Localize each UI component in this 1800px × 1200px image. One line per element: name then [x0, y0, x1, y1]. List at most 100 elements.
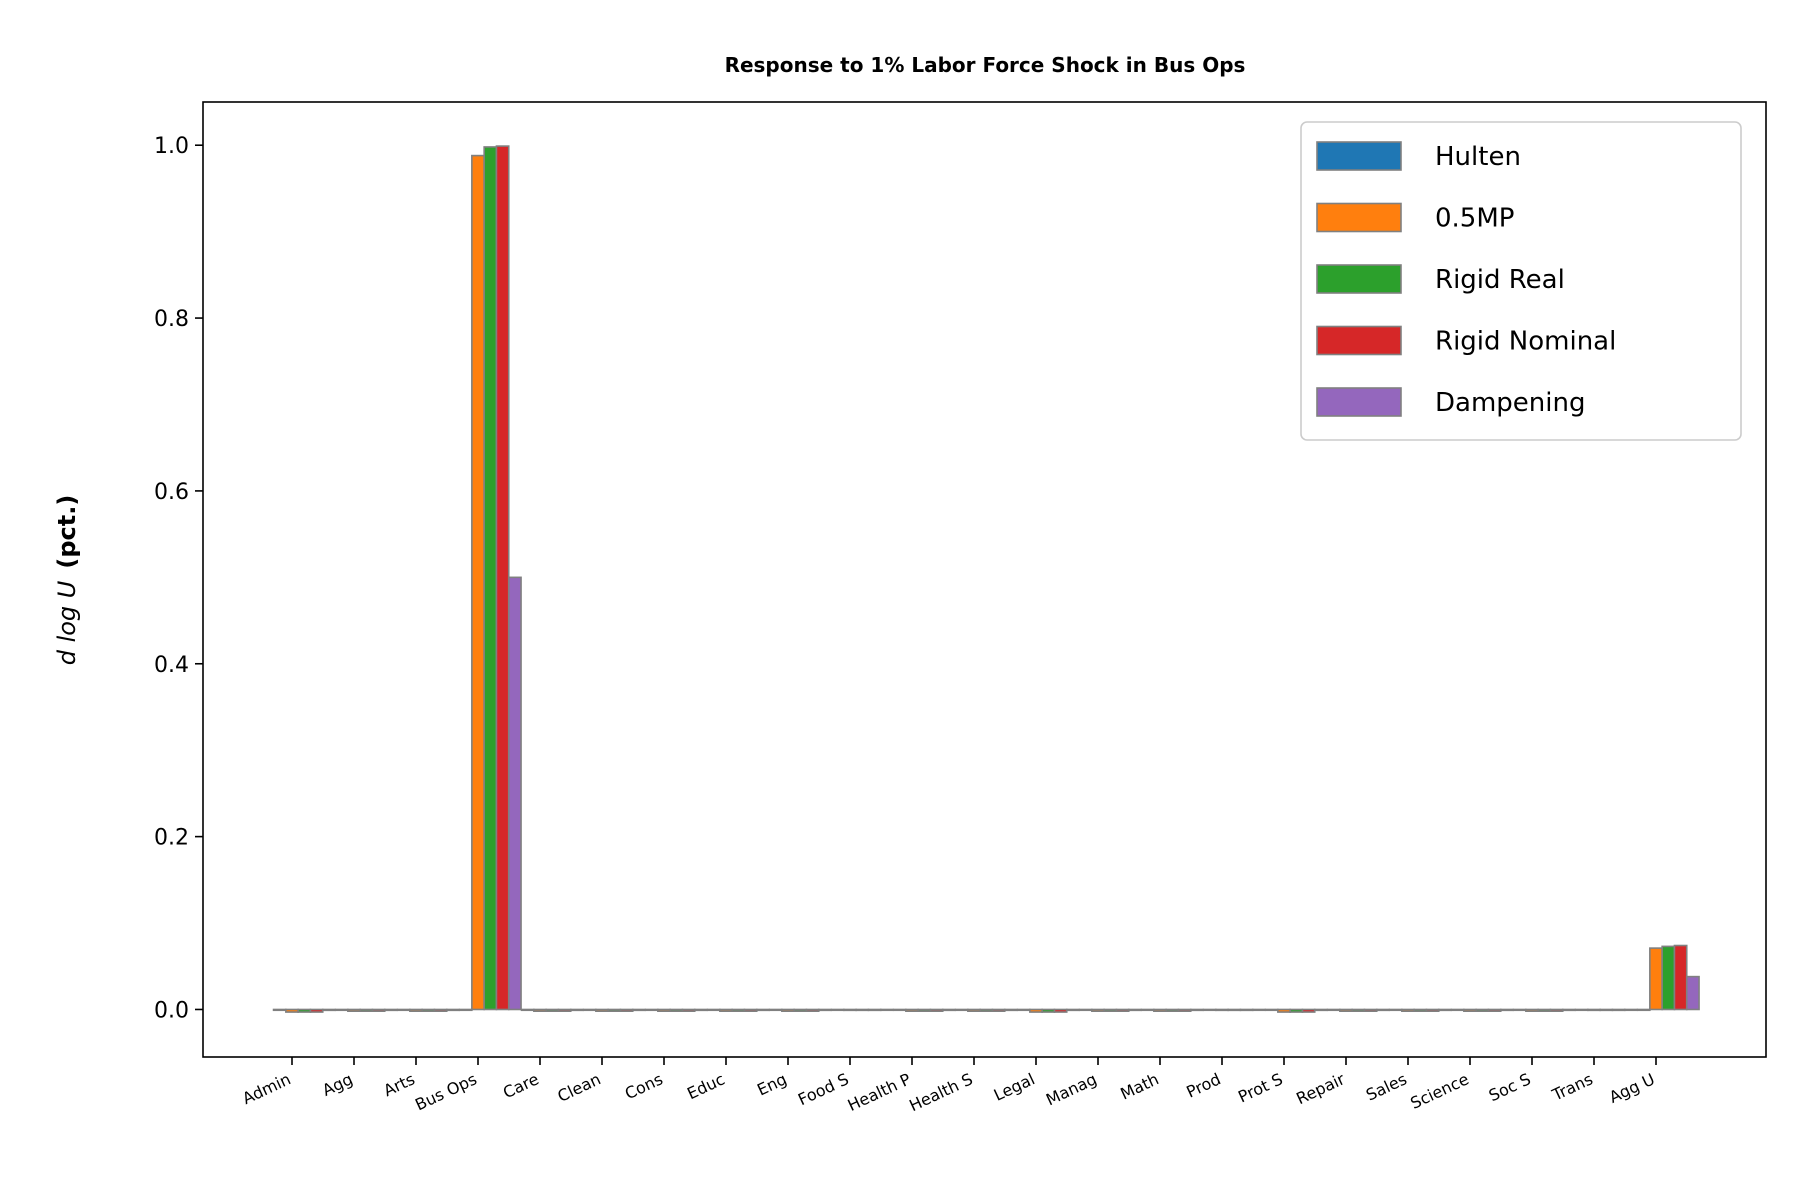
- bar-0-5mp-arts: [409, 1008, 423, 1012]
- y-tick-label: 0.4: [154, 653, 189, 678]
- bar-dampening-manag: [1127, 1008, 1142, 1012]
- legend-label: Rigid Nominal: [1435, 327, 1616, 357]
- bar-rigid-nominal-math: [1177, 1008, 1192, 1012]
- bar-dampening-care: [569, 1008, 584, 1012]
- bar-hulten-prod: [1202, 1008, 1217, 1012]
- legend-swatch: [1316, 264, 1402, 294]
- bar-rigid-real-clean: [607, 1008, 622, 1012]
- legend-swatch: [1316, 141, 1402, 171]
- bar-0-5mp-agg: [347, 1008, 361, 1012]
- bar-dampening-math: [1189, 1008, 1204, 1012]
- bar-rigid-real-educ: [731, 1008, 746, 1012]
- y-axis-label-unit: (pct.): [53, 495, 81, 569]
- bar-rigid-nominal-cons: [681, 1008, 696, 1012]
- bar-rigid-real-soc-s: [1537, 1008, 1552, 1012]
- y-tick-label: 0.2: [154, 826, 189, 851]
- bar-rigid-nominal-health-p: [929, 1008, 944, 1012]
- bar-rigid-real-admin: [297, 1008, 312, 1013]
- bar-0-5mp-admin: [285, 1008, 299, 1013]
- y-tick-label: 1.0: [154, 134, 189, 159]
- bar-rigid-real-math: [1165, 1008, 1180, 1012]
- bar-dampening-admin: [321, 1008, 336, 1012]
- y-tick-label: 0.0: [154, 998, 189, 1023]
- bar-rigid-real-agg: [359, 1008, 374, 1012]
- bar-0-5mp-health-p: [905, 1008, 919, 1012]
- bar-rigid-real-manag: [1103, 1008, 1118, 1012]
- bar-rigid-nominal-manag: [1115, 1008, 1130, 1012]
- legend-swatch: [1316, 325, 1402, 356]
- y-axis-label-math: d log U: [53, 580, 81, 665]
- bar-dampening-trans: [1623, 1008, 1638, 1012]
- legend-label: 0.5MP: [1435, 204, 1514, 234]
- bar-rigid-nominal-health-s: [991, 1008, 1006, 1012]
- bar-rigid-nominal-educ: [743, 1008, 758, 1012]
- bar-hulten-repair: [1326, 1008, 1341, 1012]
- bar-0-5mp-repair: [1339, 1008, 1353, 1012]
- bar-rigid-nominal-admin: [309, 1008, 324, 1013]
- bar-hulten-cons: [644, 1008, 659, 1012]
- bar-dampening-science: [1499, 1008, 1514, 1012]
- bar-0-5mp-health-s: [967, 1008, 981, 1012]
- chart-title: Response to 1% Labor Force Shock in Bus …: [725, 53, 1246, 77]
- bar-hulten-eng: [768, 1008, 783, 1012]
- bar-rigid-nominal-repair: [1363, 1008, 1378, 1012]
- bar-rigid-real-health-p: [917, 1008, 932, 1012]
- bar-dampening-soc-s: [1561, 1008, 1576, 1012]
- bar-hulten-care: [520, 1008, 535, 1012]
- bar-rigid-nominal-sales: [1425, 1008, 1440, 1012]
- bar-rigid-nominal-arts: [433, 1008, 448, 1012]
- bar-rigid-nominal-agg: [371, 1008, 386, 1012]
- bar-dampening-prod: [1251, 1008, 1266, 1012]
- bar-rigid-real-prod: [1227, 1008, 1242, 1012]
- bar-rigid-nominal-prot-s: [1301, 1008, 1316, 1013]
- bar-0-5mp-math: [1153, 1008, 1167, 1012]
- bar-dampening-food-s: [879, 1008, 894, 1012]
- legend-swatch: [1316, 387, 1402, 417]
- bar-hulten-manag: [1078, 1008, 1093, 1012]
- bar-dampening-repair: [1375, 1008, 1390, 1012]
- bar-0-5mp-cons: [657, 1008, 671, 1012]
- bar-hulten-food-s: [830, 1008, 845, 1012]
- bar-0-5mp-trans: [1587, 1008, 1601, 1012]
- bar-hulten-prot-s: [1264, 1008, 1279, 1012]
- bar-0-5mp-soc-s: [1525, 1008, 1539, 1012]
- bar-rigid-real-agg-u: [1661, 945, 1676, 1011]
- bar-dampening-eng: [817, 1008, 832, 1012]
- bar-hulten-educ: [706, 1008, 721, 1012]
- y-tick-label: 0.6: [154, 480, 189, 505]
- bar-rigid-nominal-science: [1487, 1008, 1502, 1012]
- bar-rigid-nominal-legal: [1053, 1008, 1068, 1013]
- bar-rigid-nominal-bus-ops: [495, 145, 510, 1011]
- bar-0-5mp-care: [533, 1008, 547, 1012]
- bar-rigid-nominal-eng: [805, 1008, 820, 1012]
- bar-dampening-bus-ops: [507, 576, 522, 1011]
- bar-rigid-real-repair: [1351, 1008, 1366, 1012]
- y-axis: 0.0 0.2 0.4 0.6 0.8 1.0: [154, 134, 203, 1023]
- y-tick-label: 0.8: [154, 307, 189, 332]
- bar-rigid-real-food-s: [855, 1008, 870, 1012]
- bar-rigid-nominal-food-s: [867, 1008, 882, 1012]
- bar-0-5mp-agg-u: [1649, 947, 1663, 1011]
- bar-hulten-health-p: [892, 1008, 907, 1012]
- legend-label: Dampening: [1435, 388, 1585, 418]
- bar-hulten-science: [1450, 1008, 1465, 1012]
- bar-dampening-agg-u: [1685, 975, 1700, 1011]
- bar-rigid-nominal-trans: [1611, 1008, 1626, 1012]
- bar-rigid-real-health-s: [979, 1008, 994, 1012]
- bar-dampening-educ: [755, 1008, 770, 1012]
- bar-rigid-real-science: [1475, 1008, 1490, 1012]
- bar-dampening-agg: [383, 1008, 398, 1012]
- bar-rigid-real-cons: [669, 1008, 684, 1012]
- bar-rigid-nominal-clean: [619, 1008, 634, 1012]
- bar-hulten-agg-u: [1636, 1008, 1651, 1012]
- bar-rigid-nominal-prod: [1239, 1008, 1254, 1012]
- bar-hulten-bus-ops: [458, 1008, 473, 1012]
- bar-hulten-health-s: [954, 1008, 969, 1012]
- bar-rigid-real-care: [545, 1008, 560, 1012]
- bar-0-5mp-science: [1463, 1008, 1477, 1012]
- bar-dampening-sales: [1437, 1008, 1452, 1012]
- bar-hulten-trans: [1574, 1008, 1589, 1012]
- bar-hulten-math: [1140, 1008, 1155, 1012]
